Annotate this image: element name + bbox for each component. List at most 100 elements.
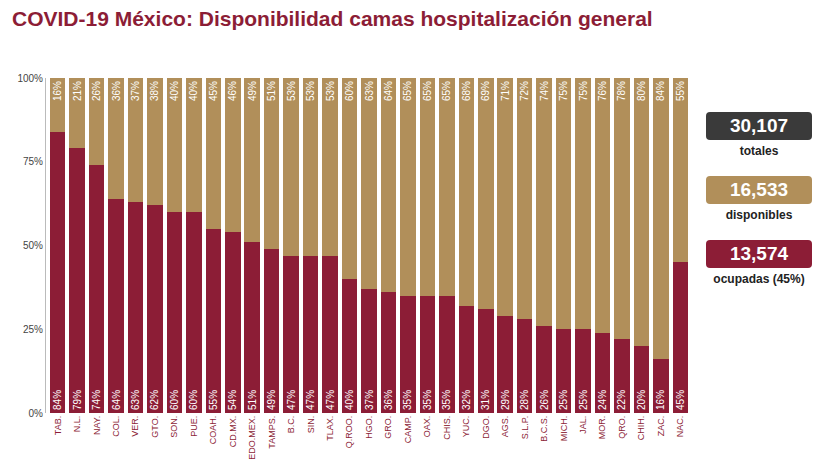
svg-text:79%: 79% [72, 390, 83, 410]
svg-text:60%: 60% [169, 390, 180, 410]
svg-text:71%: 71% [500, 81, 511, 101]
svg-text:55%: 55% [208, 390, 219, 410]
svg-text:72%: 72% [519, 81, 530, 101]
svg-text:69%: 69% [480, 81, 491, 101]
svg-text:47%: 47% [325, 390, 336, 410]
svg-text:AGS.: AGS. [500, 416, 510, 438]
svg-text:36%: 36% [111, 81, 122, 101]
svg-text:75%: 75% [578, 81, 589, 101]
svg-text:53%: 53% [325, 81, 336, 101]
svg-text:35%: 35% [441, 390, 452, 410]
svg-text:36%: 36% [383, 390, 394, 410]
svg-text:63%: 63% [364, 81, 375, 101]
svg-text:YUC.: YUC. [461, 416, 471, 438]
svg-text:26%: 26% [539, 390, 550, 410]
svg-text:TAMPS.: TAMPS. [267, 416, 277, 449]
svg-text:84%: 84% [655, 81, 666, 101]
svg-text:74%: 74% [539, 81, 550, 101]
svg-text:51%: 51% [266, 81, 277, 101]
svg-text:60%: 60% [344, 81, 355, 101]
svg-text:75%: 75% [23, 156, 43, 167]
svg-text:PUE.: PUE. [189, 416, 199, 437]
svg-text:CHIS.: CHIS. [442, 416, 452, 440]
svg-text:78%: 78% [616, 81, 627, 101]
svg-text:25%: 25% [578, 390, 589, 410]
svg-text:B.C.: B.C. [286, 416, 296, 434]
svg-text:JAL.: JAL. [578, 416, 588, 434]
svg-text:37%: 37% [130, 81, 141, 101]
svg-text:31%: 31% [480, 390, 491, 410]
svg-text:CHIH.: CHIH. [636, 416, 646, 441]
svg-text:51%: 51% [247, 390, 258, 410]
svg-text:22%: 22% [616, 390, 627, 410]
svg-text:Q.ROO.: Q.ROO. [344, 416, 354, 449]
svg-text:MOR.: MOR. [597, 416, 607, 440]
svg-text:74%: 74% [91, 390, 102, 410]
svg-text:GRO.: GRO. [383, 416, 393, 439]
svg-text:VER.: VER. [130, 416, 140, 437]
svg-text:QRO.: QRO. [617, 416, 627, 439]
svg-text:40%: 40% [169, 81, 180, 101]
svg-text:84%: 84% [52, 390, 63, 410]
svg-text:HGO.: HGO. [364, 416, 374, 439]
svg-text:NAC.: NAC. [675, 416, 685, 438]
svg-text:37%: 37% [364, 390, 375, 410]
svg-text:38%: 38% [149, 81, 160, 101]
svg-text:CAMP.: CAMP. [403, 416, 413, 443]
svg-text:53%: 53% [286, 81, 297, 101]
svg-text:54%: 54% [227, 390, 238, 410]
svg-text:S.L.P.: S.L.P. [520, 416, 530, 439]
svg-text:B.C.S.: B.C.S. [539, 416, 549, 442]
svg-text:65%: 65% [402, 81, 413, 101]
svg-text:24%: 24% [597, 390, 608, 410]
svg-text:NAY.: NAY. [92, 416, 102, 435]
svg-text:CD.MX.: CD.MX. [228, 416, 238, 448]
svg-text:80%: 80% [636, 81, 647, 101]
svg-text:25%: 25% [558, 390, 569, 410]
svg-text:16%: 16% [52, 81, 63, 101]
svg-text:ZAC.: ZAC. [656, 416, 666, 437]
svg-text:63%: 63% [130, 390, 141, 410]
svg-text:47%: 47% [305, 390, 316, 410]
svg-text:GTO.: GTO. [150, 416, 160, 438]
svg-text:46%: 46% [227, 81, 238, 101]
svg-text:47%: 47% [286, 390, 297, 410]
svg-text:32%: 32% [461, 390, 472, 410]
svg-text:EDO.MEX.: EDO.MEX. [247, 416, 257, 460]
svg-text:45%: 45% [208, 81, 219, 101]
svg-text:SON.: SON. [169, 416, 179, 438]
svg-text:40%: 40% [188, 81, 199, 101]
svg-text:53%: 53% [305, 81, 316, 101]
svg-text:50%: 50% [23, 240, 43, 251]
svg-text:0%: 0% [29, 408, 44, 419]
svg-text:65%: 65% [422, 81, 433, 101]
svg-text:OAX.: OAX. [422, 416, 432, 438]
svg-text:20%: 20% [636, 390, 647, 410]
svg-text:55%: 55% [675, 81, 686, 101]
svg-text:76%: 76% [597, 81, 608, 101]
svg-text:49%: 49% [266, 390, 277, 410]
svg-text:64%: 64% [111, 390, 122, 410]
svg-text:45%: 45% [675, 390, 686, 410]
svg-text:25%: 25% [23, 324, 43, 335]
svg-text:100%: 100% [17, 73, 43, 84]
svg-text:DGO.: DGO. [481, 416, 491, 439]
svg-text:21%: 21% [72, 81, 83, 101]
svg-text:COAH.: COAH. [208, 416, 218, 445]
svg-text:16%: 16% [655, 390, 666, 410]
svg-text:65%: 65% [441, 81, 452, 101]
svg-text:26%: 26% [91, 81, 102, 101]
svg-text:N.L.: N.L. [72, 416, 82, 433]
svg-text:49%: 49% [247, 81, 258, 101]
svg-text:TLAX.: TLAX. [325, 416, 335, 441]
svg-text:60%: 60% [188, 390, 199, 410]
svg-text:COL.: COL. [111, 416, 121, 437]
svg-text:MICH.: MICH. [559, 416, 569, 442]
svg-text:TAB.: TAB. [53, 416, 63, 435]
svg-text:28%: 28% [519, 390, 530, 410]
svg-text:62%: 62% [149, 390, 160, 410]
svg-text:29%: 29% [500, 390, 511, 410]
svg-text:40%: 40% [344, 390, 355, 410]
svg-text:SIN.: SIN. [306, 416, 316, 434]
svg-text:68%: 68% [461, 81, 472, 101]
